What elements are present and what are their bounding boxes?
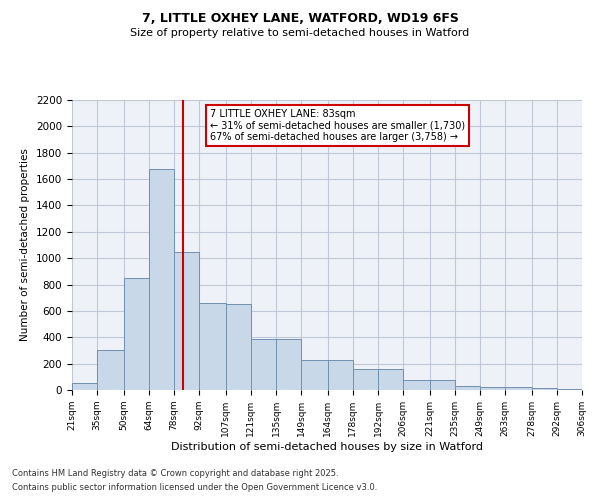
Y-axis label: Number of semi-detached properties: Number of semi-detached properties bbox=[20, 148, 31, 342]
Bar bbox=[72, 384, 97, 390]
Bar bbox=[226, 304, 251, 390]
Bar bbox=[532, 388, 557, 390]
Bar bbox=[199, 303, 226, 390]
Bar bbox=[378, 369, 403, 390]
Text: 7 LITTLE OXHEY LANE: 83sqm
← 31% of semi-detached houses are smaller (1,730)
67%: 7 LITTLE OXHEY LANE: 83sqm ← 31% of semi… bbox=[210, 108, 465, 142]
Bar bbox=[505, 388, 532, 390]
Bar bbox=[430, 380, 455, 390]
Text: 7, LITTLE OXHEY LANE, WATFORD, WD19 6FS: 7, LITTLE OXHEY LANE, WATFORD, WD19 6FS bbox=[142, 12, 458, 26]
Bar bbox=[455, 386, 480, 390]
Bar bbox=[276, 338, 301, 390]
Bar bbox=[557, 389, 582, 390]
Text: Contains public sector information licensed under the Open Government Licence v3: Contains public sector information licen… bbox=[12, 484, 377, 492]
Bar bbox=[403, 380, 430, 390]
Bar bbox=[124, 278, 149, 390]
Bar bbox=[149, 168, 174, 390]
Bar bbox=[251, 338, 276, 390]
Bar bbox=[97, 350, 124, 390]
Bar bbox=[353, 369, 378, 390]
Bar bbox=[328, 360, 353, 390]
Bar bbox=[480, 386, 505, 390]
Text: Contains HM Land Registry data © Crown copyright and database right 2025.: Contains HM Land Registry data © Crown c… bbox=[12, 468, 338, 477]
Text: Size of property relative to semi-detached houses in Watford: Size of property relative to semi-detach… bbox=[130, 28, 470, 38]
Bar bbox=[301, 360, 328, 390]
Bar bbox=[174, 252, 199, 390]
X-axis label: Distribution of semi-detached houses by size in Watford: Distribution of semi-detached houses by … bbox=[171, 442, 483, 452]
